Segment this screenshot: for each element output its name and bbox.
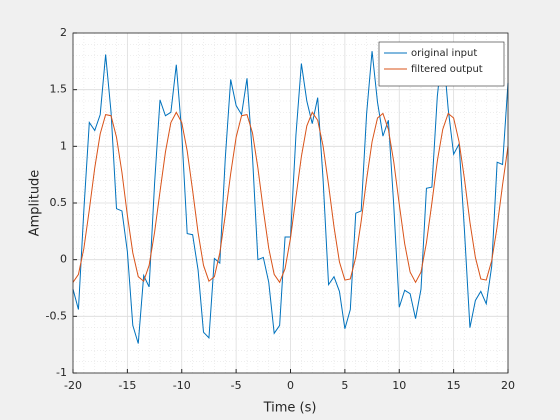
legend-label: filtered output <box>411 64 483 75</box>
x-tick-label: -5 <box>231 379 242 392</box>
y-axis-label: Amplitude <box>28 170 43 237</box>
axes-box <box>72 32 509 374</box>
data-line <box>72 111 509 284</box>
x-tick-label: 10 <box>392 379 406 392</box>
x-tick-label: -10 <box>173 379 191 392</box>
x-tick-label: 15 <box>447 379 461 392</box>
x-axis-label: Time (s) <box>263 401 317 416</box>
x-tick-label: -20 <box>64 379 82 392</box>
y-tick-label: 2 <box>60 26 67 39</box>
legend-box <box>378 41 505 87</box>
legend-label: original input <box>411 48 477 59</box>
x-tick-label: 0 <box>287 379 294 392</box>
y-tick-label: -1 <box>56 366 67 379</box>
y-tick-label: 1 <box>60 139 67 152</box>
x-tick-label: -15 <box>118 379 136 392</box>
y-tick-label: 1.5 <box>50 83 68 96</box>
x-tick-label: 5 <box>341 379 348 392</box>
y-tick-label: 0 <box>60 253 67 266</box>
legend: original input filtered output <box>378 41 505 87</box>
y-tick-label: 0.5 <box>50 196 68 209</box>
x-tick-label: 20 <box>501 379 515 392</box>
y-tick-label: -0.5 <box>46 309 67 322</box>
